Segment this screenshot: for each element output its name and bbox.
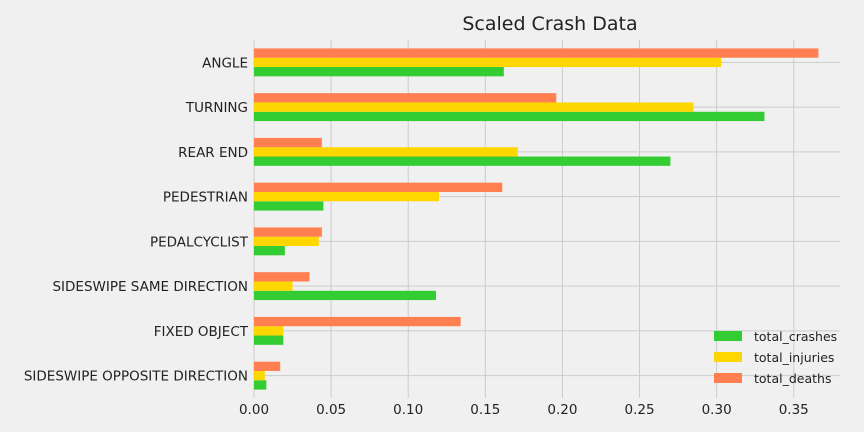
x-tick-label: 0.00: [239, 402, 269, 418]
legend-swatch: [714, 331, 742, 341]
bar-total-deaths: [254, 361, 281, 371]
legend: total_crashes total_injuries total_deaths: [714, 329, 837, 386]
bar-total-injuries: [254, 57, 722, 68]
bar-total-deaths: [254, 137, 322, 148]
legend-label: total_injuries: [754, 350, 834, 365]
x-tick-label: 0.15: [470, 402, 500, 418]
category-label: PEDALCYCLIST: [150, 234, 249, 250]
chart-title: Scaled Crash Data: [462, 13, 637, 35]
bar-total-crashes: [254, 111, 765, 122]
bar-total-injuries: [254, 191, 440, 202]
bar-total-injuries: [254, 236, 319, 247]
category-label: PEDESTRIAN: [163, 190, 248, 206]
bar-total-injuries: [254, 326, 284, 336]
x-tick-label: 0.20: [547, 402, 577, 418]
bar-total-crashes: [254, 67, 504, 77]
bar-total-deaths: [254, 48, 819, 58]
category-label: SIDESWIPE SAME DIRECTION: [52, 279, 248, 295]
legend-label: total_deaths: [754, 371, 831, 386]
category-label: ANGLE: [202, 55, 248, 71]
bar-total-crashes: [254, 290, 436, 301]
x-tick-label: 0.10: [393, 402, 423, 418]
category-label: TURNING: [185, 100, 248, 116]
category-label: FIXED OBJECT: [154, 324, 249, 340]
bar-total-injuries: [254, 102, 694, 112]
bar-total-deaths: [254, 316, 461, 327]
bar-total-crashes: [254, 156, 671, 166]
category-label: REAR END: [178, 145, 248, 161]
category-label: SIDESWIPE OPPOSITE DIRECTION: [24, 369, 248, 385]
bar-total-deaths: [254, 272, 310, 282]
bar-total-crashes: [254, 380, 267, 390]
bar-total-deaths: [254, 182, 503, 192]
x-tick-labels: 0.00 0.05 0.10 0.15 0.20 0.25 0.30 0.35: [239, 402, 809, 418]
bar-total-injuries: [254, 147, 518, 157]
bar-total-deaths: [254, 93, 557, 103]
bar-total-crashes: [254, 246, 285, 256]
x-tick-label: 0.05: [316, 402, 346, 418]
y-tick-labels: ANGLE TURNING REAR END PEDESTRIAN PEDALCYCLI…: [24, 55, 249, 384]
bars: [254, 48, 819, 390]
x-tick-label: 0.30: [702, 402, 732, 418]
x-tick-label: 0.25: [624, 402, 654, 418]
bar-total-injuries: [254, 370, 265, 381]
legend-swatch: [714, 373, 742, 383]
x-tick-label: 0.35: [779, 402, 809, 418]
legend-swatch: [714, 352, 742, 362]
bar-total-deaths: [254, 227, 322, 237]
legend-label: total_crashes: [754, 329, 837, 344]
bar-total-injuries: [254, 281, 293, 291]
bar-total-crashes: [254, 201, 324, 211]
bar-total-crashes: [254, 335, 284, 345]
